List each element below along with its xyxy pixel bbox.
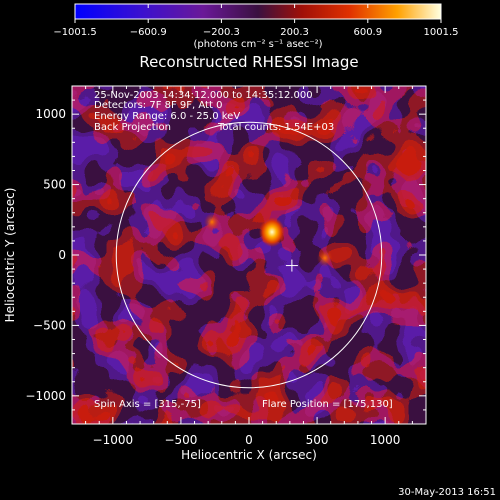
colorbar-tick-label: −200.3 — [203, 27, 240, 38]
colorbar-units: (photons cm⁻² s⁻¹ asec⁻²) — [193, 39, 322, 50]
plot-area: −1000 −500 0 500 1000 −1000 −500 0 500 1000 — [25, 85, 427, 447]
y-tick-labels: −1000 −500 0 500 1000 — [25, 107, 66, 403]
spin-axis-cross — [285, 259, 298, 272]
colorbar: −1001.5 −600.9 −200.3 200.3 600.9 1001.5 (pho… — [53, 3, 459, 50]
x-tick-label: 0 — [245, 433, 253, 447]
y-axis-label: Heliocentric Y (arcsec) — [3, 188, 17, 323]
colorbar-gradient — [74, 3, 442, 20]
colorbar-tick-label: −600.9 — [130, 27, 167, 38]
flare-source — [259, 217, 285, 247]
y-tick-label: −500 — [33, 318, 66, 332]
footer-timestamp: 30-May-2013 16:51 — [398, 487, 496, 498]
x-tick-label: 500 — [306, 433, 329, 447]
colorbar-ticks: −1001.5 −600.9 −200.3 200.3 600.9 1001.5 — [53, 4, 459, 38]
y-tick-label: 0 — [58, 248, 66, 262]
colorbar-tick-label: 1001.5 — [424, 27, 459, 38]
x-axis-label: Heliocentric X (arcsec) — [181, 448, 317, 462]
y-tick-label: −1000 — [25, 389, 66, 403]
axis-ticks — [72, 86, 426, 424]
x-tick-label: 1000 — [370, 433, 401, 447]
solar-limb-circle — [115, 121, 383, 389]
colorbar-tick-label: −1001.5 — [53, 27, 96, 38]
colorbar-tick-label: 600.9 — [353, 27, 382, 38]
annotation-energy: Energy Range: 6.0 - 25.0 keV — [94, 111, 240, 122]
x-tick-label: −1000 — [93, 433, 134, 447]
annotation-flare-position: Flare Position = [175,130] — [262, 399, 393, 410]
annotation-method: Back Projection — [94, 122, 171, 133]
annotation-detectors: Detectors: 7F 8F 9F, Att 0 — [94, 100, 222, 111]
annotation-time: 25-Nov-2003 14:34:12.000 to 14:35:12.000 — [94, 90, 313, 101]
x-tick-label: −500 — [164, 433, 197, 447]
colorbar-tick-label: 200.3 — [280, 27, 309, 38]
annotation-spin-axis: Spin Axis = [315,-75] — [94, 399, 201, 410]
chart-title: Reconstructed RHESSI Image — [139, 53, 358, 71]
annotation-counts: Total counts: 1.54E+03 — [217, 122, 334, 133]
image-texture — [72, 86, 426, 424]
annotations: 25-Nov-2003 14:34:12.000 to 14:35:12.000… — [94, 90, 393, 410]
x-tick-labels: −1000 −500 0 500 1000 — [93, 433, 401, 447]
secondary-source — [204, 213, 220, 231]
secondary-source — [317, 249, 333, 267]
y-tick-label: 1000 — [35, 107, 66, 121]
y-tick-label: 500 — [43, 178, 66, 192]
